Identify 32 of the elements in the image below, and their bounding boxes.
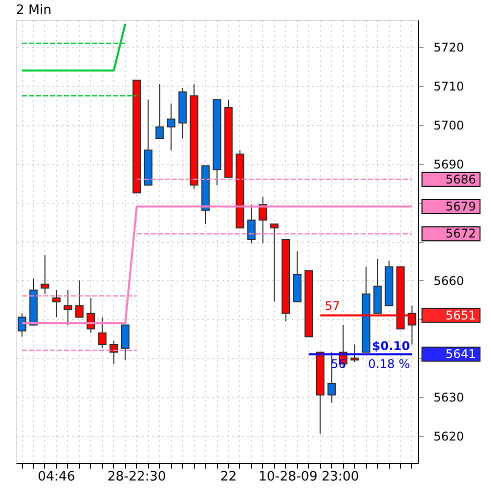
y-tick-label: 5720 [434, 40, 464, 55]
y-tick-label: 5620 [434, 429, 464, 444]
candlestick [98, 316, 107, 349]
legend-label: 5672 [445, 226, 476, 241]
candlestick [247, 204, 256, 244]
annotation: 0.18 % [368, 357, 410, 371]
candlestick [110, 340, 118, 364]
x-tick-label: 22 [220, 470, 237, 484]
y-tick-label: 5660 [434, 274, 464, 288]
y-tick-label: 5690 [434, 157, 464, 172]
text: 5651 [445, 308, 476, 322]
text: 5686 [445, 172, 476, 186]
x-tick-label: 28-22:30 [107, 470, 166, 484]
y-tick-label: 5710 [434, 80, 464, 94]
annotation: 57 [324, 299, 340, 313]
candlestick [350, 344, 359, 362]
candlestick [270, 224, 279, 302]
chart-title: 2 Min [16, 3, 52, 18]
annotation: $0.10 [372, 339, 410, 353]
candlestick [75, 280, 84, 318]
candlestick [155, 84, 164, 140]
candlestick [64, 290, 72, 326]
candlestick [166, 103, 176, 151]
text: 5641 [445, 347, 476, 362]
y-tick-label: 5630 [434, 390, 464, 404]
candlestick [40, 254, 50, 294]
candlestick [52, 290, 61, 318]
candlestick [121, 324, 130, 361]
y-tick-label: 5700 [434, 118, 464, 132]
legend-label: 5679 [445, 200, 476, 214]
x-tick-label: 04:46 [38, 470, 76, 484]
x-tick-label: 10-28-09 23:00 [258, 470, 360, 484]
